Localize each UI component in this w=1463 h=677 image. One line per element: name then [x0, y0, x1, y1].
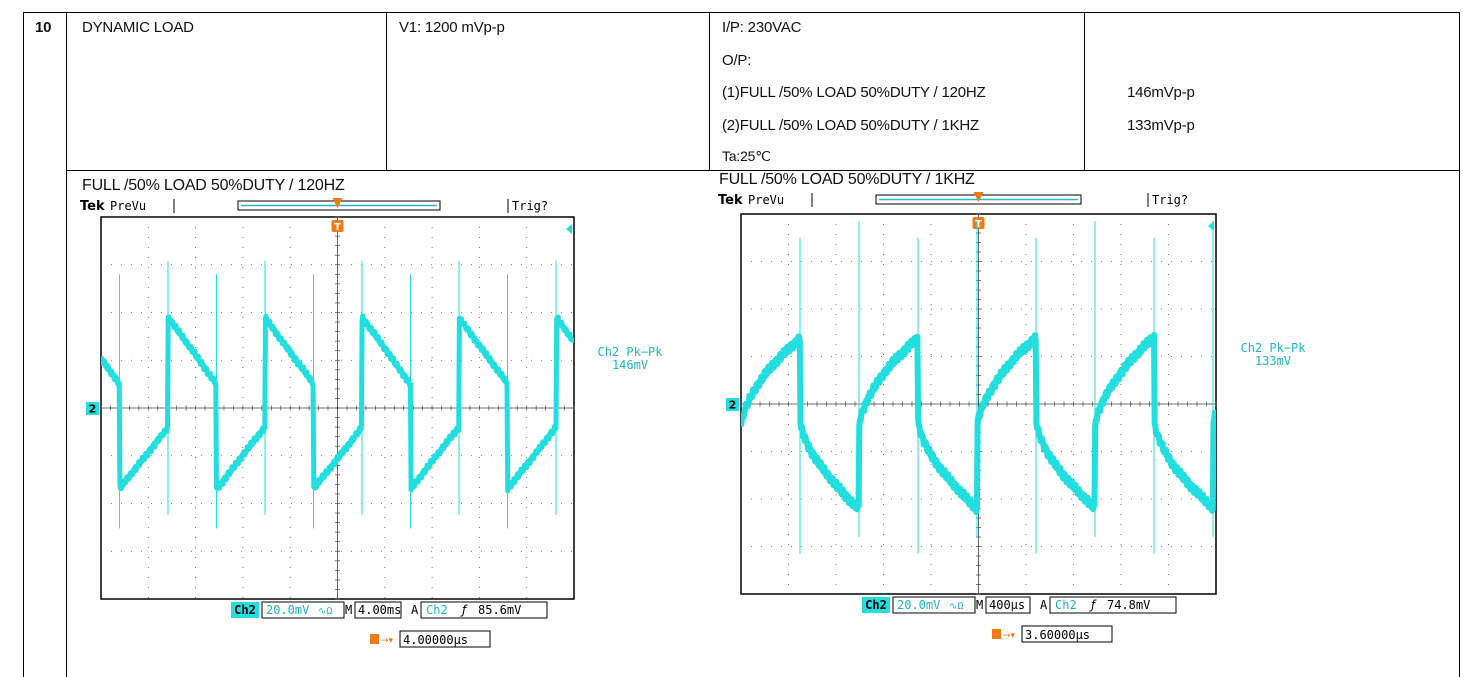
brand-label: Tek — [718, 193, 743, 208]
volts-div-value: 20.0mV — [897, 598, 940, 612]
measurement-value: 133mV — [1255, 354, 1291, 368]
volts-div-value: 20.0mV — [266, 603, 309, 617]
timebase-box — [985, 596, 1031, 614]
scope-caption-2: FULL /50% LOAD 50%DUTY / 1KHZ — [719, 171, 975, 188]
waveform-trace — [101, 260, 574, 529]
condition-output-label: O/P: — [722, 52, 752, 69]
volts-div-box — [892, 596, 976, 614]
trigger-marker-letter: T — [334, 222, 341, 233]
trigger-marker-letter: T — [975, 219, 982, 230]
spec-value: V1: 1200 mVp-p — [399, 19, 505, 36]
trigger-pos-icon — [370, 634, 379, 644]
timebase-value: 400µs — [989, 598, 1025, 612]
waveform-band — [741, 332, 1216, 515]
col-divider-2 — [386, 12, 387, 170]
trigger-pos-value: 4.00000µs — [403, 633, 468, 647]
trigger-pos-icon — [992, 629, 1001, 639]
table-right-border — [1459, 12, 1460, 677]
trigger-box — [1049, 596, 1177, 614]
mode-label: PreVu — [110, 199, 146, 213]
col-divider-1 — [66, 12, 67, 677]
timebase-prefix: M — [345, 603, 352, 617]
trigger-mode: A — [1040, 598, 1048, 612]
trigger-source: Ch2 — [1055, 598, 1077, 612]
coupling-icon: ∿Ω — [318, 606, 332, 617]
status-channel-box — [231, 602, 259, 618]
scope-caption-1: FULL /50% LOAD 50%DUTY / 120HZ — [82, 177, 345, 194]
trigger-slope-icon: ƒ — [460, 603, 468, 617]
col-divider-3 — [709, 12, 710, 170]
channel-2-marker — [726, 398, 739, 411]
measurement-value: 146mV — [612, 358, 648, 372]
trigger-pos-arrow-icon: →▾ — [381, 636, 394, 646]
table-top-border — [23, 12, 1460, 13]
trigger-position-marker — [332, 198, 343, 208]
brand-label: Tek — [80, 199, 105, 214]
result-case-2: 133mVp-p — [1127, 117, 1195, 134]
condition-case-1: (1)FULL /50% LOAD 50%DUTY / 120HZ — [722, 84, 986, 101]
measurement-label: Ch2 Pk−Pk — [1240, 341, 1306, 355]
channel-2-marker-label: 2 — [89, 403, 97, 416]
condition-input: I/P: 230VAC — [722, 19, 802, 36]
timebase-prefix: M — [976, 598, 983, 612]
status-channel-label: Ch2 — [234, 603, 256, 617]
row-divider — [66, 170, 1460, 171]
measurement-label: Ch2 Pk−Pk — [597, 345, 663, 359]
col-divider-4 — [1084, 12, 1085, 170]
trigger-marker-box — [331, 220, 344, 232]
test-name: DYNAMIC LOAD — [82, 19, 194, 36]
trigger-level-value: 74.8mV — [1107, 598, 1150, 612]
trigger-box — [420, 601, 548, 619]
timebase-box — [354, 601, 402, 619]
channel-2-marker-label: 2 — [729, 399, 737, 412]
condition-case-2: (2)FULL /50% LOAD 50%DUTY / 1KHZ — [722, 117, 980, 134]
table-left-border — [23, 12, 24, 677]
trigger-source: Ch2 — [426, 603, 448, 617]
timebase-value: 4.00ms — [358, 603, 401, 617]
trigger-slope-icon: ƒ — [1089, 598, 1097, 612]
trigger-level-arrow — [566, 224, 572, 234]
oscilloscope-screenshot-1khz: Tek PreVu Trig? T 2 Ch2 Pk−Pk 133mV Ch2 20.0mV ∿Ω… — [716, 190, 1356, 650]
row-number: 10 — [35, 19, 52, 36]
trigger-status: Trig? — [512, 199, 548, 213]
status-channel-box — [862, 597, 890, 613]
trigger-mode: A — [411, 603, 419, 617]
condition-ambient: Ta:25℃ — [722, 148, 771, 164]
mode-label: PreVu — [748, 193, 784, 207]
trigger-pos-box — [399, 630, 491, 648]
oscilloscope-screenshot-120hz: Tek PreVu Trig? T 2 Ch2 Pk−Pk 146mV Ch2 20.0mV ∿Ω… — [78, 196, 703, 661]
trigger-marker-box — [972, 217, 985, 229]
waveform-band — [101, 313, 574, 494]
channel-2-marker — [86, 402, 99, 415]
status-channel-label: Ch2 — [865, 598, 887, 612]
result-case-1: 146mVp-p — [1127, 84, 1195, 101]
trigger-position-marker — [973, 192, 984, 202]
trigger-status: Trig? — [1152, 193, 1188, 207]
trigger-pos-value: 3.60000µs — [1025, 628, 1090, 642]
trigger-pos-box — [1021, 625, 1113, 643]
trigger-pos-arrow-icon: →▾ — [1003, 631, 1016, 641]
coupling-icon: ∿Ω — [949, 601, 963, 612]
volts-div-box — [261, 601, 345, 619]
trigger-level-value: 85.6mV — [478, 603, 521, 617]
waveform-trace — [741, 221, 1216, 554]
